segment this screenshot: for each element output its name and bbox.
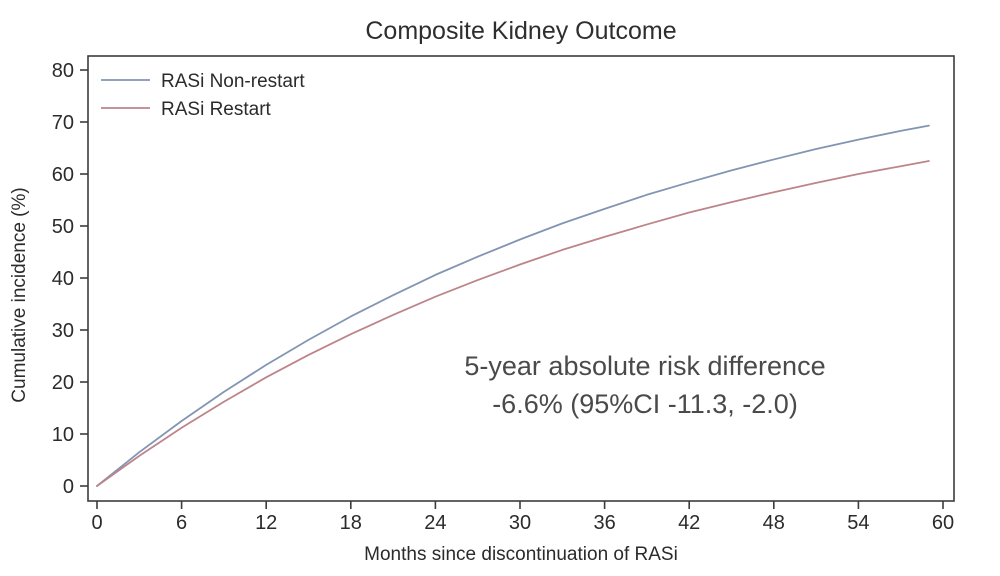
x-tick-label: 30 xyxy=(509,512,531,534)
y-tick-label: 40 xyxy=(52,268,74,290)
x-tick-label: 12 xyxy=(255,512,277,534)
legend-label-restart: RASi Restart xyxy=(161,99,272,120)
annotation-risk-difference-line2: -6.6% (95%CI -11.3, -2.0) xyxy=(492,389,798,419)
series-line-rasi-non-restart xyxy=(96,124,930,487)
x-tick-label: 48 xyxy=(763,512,785,534)
y-tick-label: 10 xyxy=(52,424,74,446)
plot-area-border xyxy=(87,55,955,502)
x-tick-label: 6 xyxy=(176,512,187,534)
y-tick-label: 50 xyxy=(52,216,74,238)
y-tick-label: 0 xyxy=(63,476,74,498)
x-tick-label: 60 xyxy=(932,512,954,534)
annotation-risk-difference-line1: 5-year absolute risk difference xyxy=(464,351,825,381)
y-tick-label: 60 xyxy=(52,164,74,186)
x-tick-label: 36 xyxy=(593,512,615,534)
axes-ticks: 0 6 12 18 24 30 36 42 48 54 60 0 10 20 30 40 50 60 70 80 xyxy=(52,60,954,534)
y-tick-label: 20 xyxy=(52,372,74,394)
x-axis-title: Months since discontinuation of RASi xyxy=(364,544,678,565)
legend: RASi Non-restart RASi Restart xyxy=(101,71,305,120)
y-tick-label: 70 xyxy=(52,112,74,134)
x-tick-label: 18 xyxy=(340,512,362,534)
x-tick-label: 0 xyxy=(91,512,102,534)
series-lines xyxy=(96,124,930,487)
series-line-rasi-restart xyxy=(96,160,930,487)
y-tick-label: 30 xyxy=(52,320,74,342)
y-tick-label: 80 xyxy=(52,60,74,82)
y-axis-title: Cumulative incidence (%) xyxy=(9,187,30,402)
x-tick-label: 24 xyxy=(424,512,446,534)
chart-title: Composite Kidney Outcome xyxy=(365,17,676,45)
x-tick-label: 42 xyxy=(678,512,700,534)
x-tick-label: 54 xyxy=(847,512,869,534)
legend-label-non-restart: RASi Non-restart xyxy=(161,71,305,92)
